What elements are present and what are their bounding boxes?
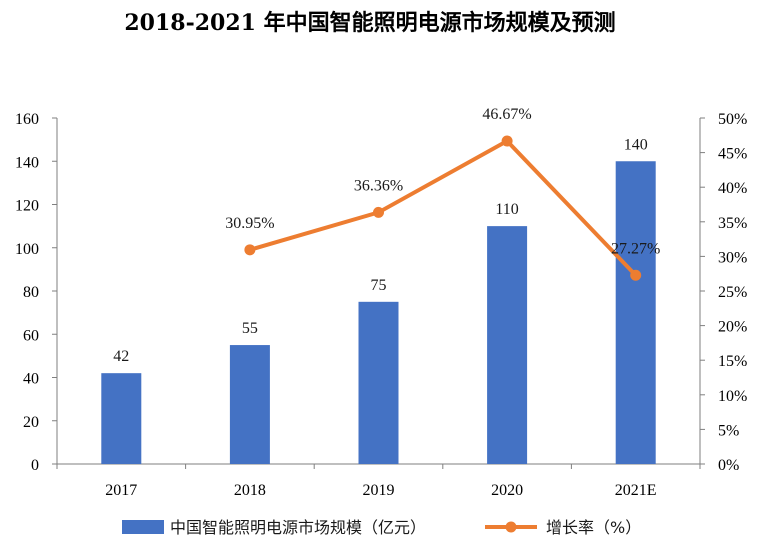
line-value-label: 36.36%: [354, 177, 403, 194]
right-tick-label: 40%: [718, 180, 747, 197]
line-point: [244, 244, 256, 256]
left-axis-ticks: 0 20 40 60 80 100 120 140 160: [15, 111, 39, 474]
bar-value-label: 42: [113, 348, 129, 365]
legend-line-label: 增长率（%）: [546, 518, 641, 537]
legend-bar-label: 中国智能照明电源市场规模（亿元）: [170, 518, 426, 537]
line-point: [501, 135, 513, 147]
bar-series: [101, 161, 656, 464]
bar-value-label: 110: [495, 201, 518, 218]
left-tick-label: 160: [15, 111, 39, 128]
line-value-label: 46.67%: [482, 106, 531, 123]
right-tick-label: 30%: [718, 249, 747, 266]
bar: [358, 301, 399, 464]
legend: 中国智能照明电源市场规模（亿元） 增长率（%）: [122, 518, 641, 537]
left-tick-label: 0: [31, 457, 39, 474]
x-tick-label: 2018: [234, 482, 266, 499]
right-tick-label: 15%: [718, 353, 747, 370]
line-value-label: 30.95%: [225, 215, 274, 232]
legend-bar-swatch: [122, 520, 164, 534]
right-tick-label: 0%: [718, 457, 739, 474]
bar-value-label: 55: [242, 320, 258, 337]
line-value-label: 27.27%: [611, 240, 660, 257]
right-axis-ticks: 0% 5% 10% 15% 20% 25% 30% 35% 40% 45% 50%: [718, 111, 747, 474]
right-tick-label: 50%: [718, 111, 747, 128]
growth-rate-line: [249, 139, 638, 277]
left-tick-label: 20: [23, 414, 39, 431]
right-tick-label: 25%: [718, 284, 747, 301]
left-tick-label: 80: [23, 284, 39, 301]
x-tick-label: 2020: [491, 482, 523, 499]
line-point: [630, 269, 642, 281]
bar-data-labels: 42 55 75 110 140: [113, 136, 647, 365]
bar-value-label: 75: [371, 277, 387, 294]
line-data-labels: 30.95% 36.36% 46.67% 27.27%: [225, 106, 660, 257]
bar: [487, 226, 528, 464]
bar: [101, 373, 142, 464]
line-point: [373, 206, 384, 218]
x-tick-label: 2019: [363, 482, 395, 499]
left-tick-label: 60: [23, 327, 39, 344]
left-tick-label: 100: [15, 241, 39, 258]
x-tick-label: 2021E: [615, 482, 657, 499]
right-tick-label: 35%: [718, 215, 747, 232]
left-tick-label: 120: [15, 198, 39, 215]
bar: [615, 161, 656, 464]
bar-value-label: 140: [624, 136, 648, 153]
x-axis-ticks: 2017 2018 2019 2020 2021E: [105, 482, 656, 499]
left-tick-label: 40: [23, 371, 39, 388]
right-tick-label: 5%: [718, 422, 739, 439]
right-tick-label: 10%: [718, 388, 747, 405]
right-tick-label: 20%: [718, 319, 747, 336]
legend-line-marker: [505, 521, 517, 533]
right-tick-label: 45%: [718, 146, 747, 163]
chart-title: 2018-2021 年中国智能照明电源市场规模及预测: [124, 10, 615, 36]
x-tick-label: 2017: [105, 482, 137, 499]
bar: [229, 345, 270, 464]
line-series: [244, 135, 642, 281]
left-tick-label: 140: [15, 154, 39, 171]
